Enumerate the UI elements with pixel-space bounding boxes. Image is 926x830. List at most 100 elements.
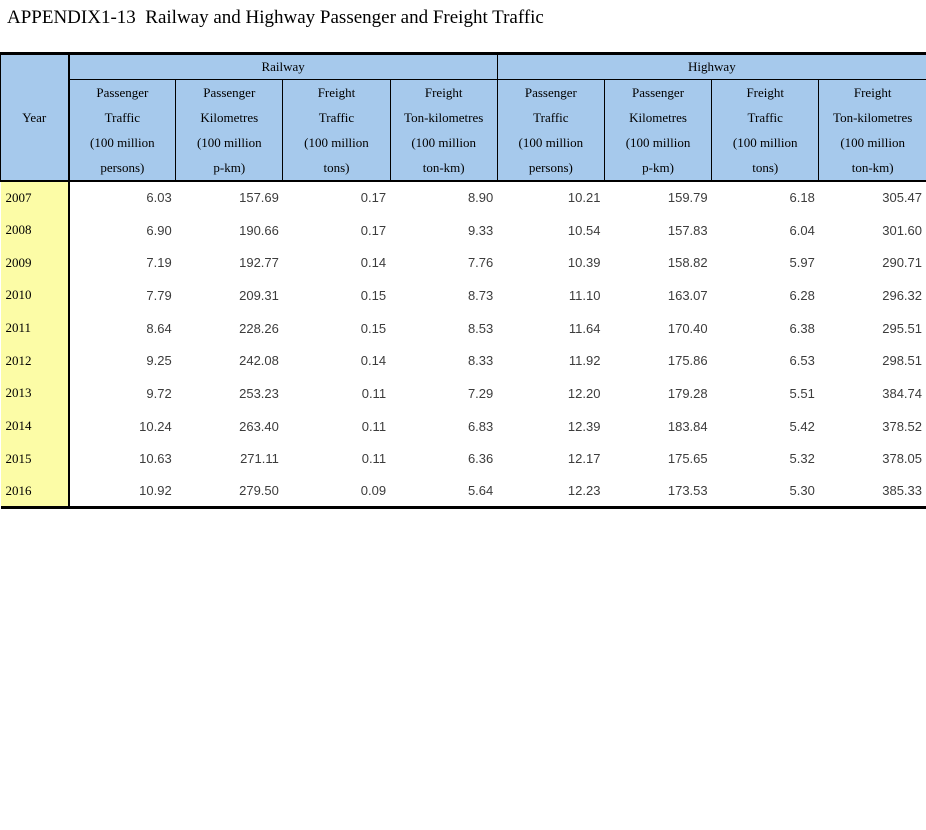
col-header-highway-passenger-km: Passenger Kilometres (100 million p-km): [603, 79, 713, 182]
value-cell: 263.40: [239, 418, 279, 434]
value-cell: 6.38: [789, 320, 815, 336]
table-row: 2008 6.90 190.66 0.17 9.33 10.54 157.83 6.04 301…: [0, 213, 926, 247]
year-column-header: Year: [0, 53, 70, 182]
value-cell: 8.90: [467, 190, 494, 206]
value-cell: 0.14: [360, 353, 387, 369]
value-cell: 0.17: [360, 190, 387, 206]
value-cell: 0.14: [360, 255, 387, 271]
traffic-table: Year Railway Highway Passenger Traffic (…: [0, 52, 926, 510]
value-cell: 5.42: [789, 418, 815, 434]
value-cell: 279.50: [239, 483, 279, 499]
table-header: Year Railway Highway Passenger Traffic (…: [0, 53, 926, 182]
year-cell: 2010: [0, 279, 70, 312]
value-cell: 192.77: [239, 255, 279, 271]
value-cell: 301.60: [882, 222, 922, 238]
value-cell: 175.65: [667, 451, 708, 467]
value-cell: 11.64: [568, 320, 601, 336]
value-cell: 190.66: [239, 222, 279, 238]
value-cell: 0.15: [360, 287, 387, 303]
value-cell: 157.69: [239, 190, 279, 206]
value-cell: 10.24: [139, 418, 172, 434]
value-cell: 9.72: [146, 385, 172, 401]
year-cell: 2012: [0, 344, 70, 378]
value-cell: 271.11: [240, 451, 279, 467]
value-cell: 295.51: [882, 320, 922, 336]
value-cell: 6.18: [789, 190, 815, 206]
group-header-highway: Highway: [496, 53, 926, 80]
table-row: 2007 6.03 157.69 0.17 8.90 10.21 159.79 6.18 305…: [0, 181, 926, 214]
col-header-railway-passenger-traffic: Passenger Traffic (100 million persons): [67, 79, 177, 182]
table-row: 2013 9.72 253.23 0.11 7.29 12.20 179.28 5.51 384…: [0, 377, 926, 410]
value-cell: 0.09: [360, 483, 387, 499]
table-row: 2016 10.92 279.50 0.09 5.64 12.23 173.53 5.30 38…: [0, 475, 926, 508]
value-cell: 12.39: [567, 418, 601, 434]
col-header-highway-passenger-traffic: Passenger Traffic (100 million persons): [496, 79, 605, 182]
value-cell: 163.07: [667, 287, 708, 303]
value-cell: 296.32: [882, 287, 922, 303]
value-cell: 5.64: [467, 483, 494, 499]
page-title: APPENDIX1-13 Railway and Highway Passeng…: [7, 7, 544, 28]
column-header-row: Passenger Traffic (100 million persons) …: [1, 79, 926, 182]
value-cell: 9.25: [146, 353, 172, 369]
value-cell: 5.51: [789, 385, 815, 401]
year-cell: 2007: [0, 181, 70, 214]
value-cell: 0.11: [361, 385, 387, 401]
value-cell: 7.76: [467, 255, 494, 271]
value-cell: 6.90: [146, 222, 172, 238]
value-cell: 10.63: [139, 451, 172, 467]
value-cell: 6.83: [467, 418, 494, 434]
value-cell: 253.23: [239, 385, 279, 401]
col-header-railway-freight-tonkm: Freight Ton-kilometres (100 million ton-…: [389, 79, 498, 182]
year-cell: 2015: [0, 442, 70, 476]
value-cell: 8.73: [467, 287, 494, 303]
value-cell: 8.33: [467, 353, 494, 369]
table-row: 2011 8.64 228.26 0.15 8.53 11.64 170.40 6.38 295…: [0, 311, 926, 345]
value-cell: 6.53: [789, 353, 815, 369]
value-cell: 10.39: [567, 255, 601, 271]
value-cell: 5.32: [789, 451, 815, 467]
table-row: 2015 10.63 271.11 0.11 6.36 12.17 175.65 5.32 37…: [0, 442, 926, 476]
value-cell: 9.33: [467, 222, 494, 238]
value-cell: 0.17: [360, 222, 387, 238]
col-header-railway-passenger-km: Passenger Kilometres (100 million p-km): [175, 79, 284, 182]
value-cell: 10.92: [139, 483, 172, 499]
value-cell: 7.79: [146, 287, 172, 303]
value-cell: 7.19: [146, 255, 172, 271]
table-row: 2014 10.24 263.40 0.11 6.83 12.39 183.84 5.42 37…: [0, 409, 926, 443]
value-cell: 159.79: [667, 190, 708, 206]
col-header-highway-freight-traffic: Freight Traffic (100 million tons): [711, 79, 820, 182]
value-cell: 157.83: [667, 222, 708, 238]
value-cell: 305.47: [882, 190, 922, 206]
table-body: 2007 6.03 157.69 0.17 8.90 10.21 159.79 6.18 305…: [0, 181, 926, 508]
value-cell: 12.20: [567, 385, 601, 401]
year-cell: 2011: [0, 311, 70, 345]
value-cell: 378.52: [882, 418, 922, 434]
value-cell: 6.28: [789, 287, 815, 303]
value-cell: 6.36: [467, 451, 494, 467]
col-header-highway-freight-tonkm: Freight Ton-kilometres (100 million ton-…: [818, 79, 926, 182]
value-cell: 175.86: [667, 353, 708, 369]
value-cell: 228.26: [239, 320, 279, 336]
year-cell: 2016: [0, 475, 70, 508]
value-cell: 12.17: [567, 451, 601, 467]
value-cell: 10.21: [567, 190, 601, 206]
table-row: 2012 9.25 242.08 0.14 8.33 11.92 175.86 6.53 298…: [0, 344, 926, 378]
value-cell: 0.15: [360, 320, 387, 336]
value-cell: 183.84: [667, 418, 708, 434]
value-cell: 6.03: [146, 190, 172, 206]
value-cell: 10.54: [567, 222, 601, 238]
value-cell: 170.40: [667, 320, 708, 336]
value-cell: 242.08: [239, 353, 279, 369]
group-header-row: Year Railway Highway: [0, 53, 926, 182]
value-cell: 385.33: [882, 483, 922, 499]
year-cell: 2013: [0, 377, 70, 410]
year-cell: 2008: [0, 213, 70, 247]
value-cell: 179.28: [667, 385, 708, 401]
table-row: 2009 7.19 192.77 0.14 7.76 10.39 158.82 5.97 290…: [0, 246, 926, 280]
year-cell: 2014: [0, 409, 70, 443]
value-cell: 298.51: [882, 353, 922, 369]
year-cell: 2009: [0, 246, 70, 280]
col-header-railway-freight-traffic: Freight Traffic (100 million tons): [282, 79, 391, 182]
value-cell: 8.53: [467, 320, 494, 336]
value-cell: 209.31: [239, 287, 279, 303]
